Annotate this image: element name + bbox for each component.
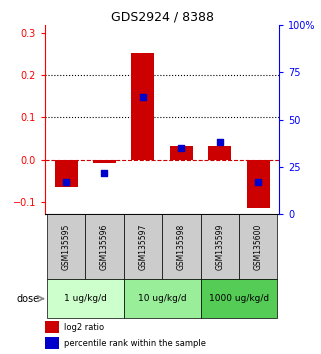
Bar (170, 145, 193, 160)
Point (140, 94, 145, 99)
Point (217, 139, 222, 145)
Bar (239, 214, 277, 279)
Text: 10 ug/kg/d: 10 ug/kg/d (138, 294, 187, 303)
Text: percentile rank within the sample: percentile rank within the sample (64, 339, 206, 348)
Bar (47, 279, 124, 318)
Bar (131, 53, 154, 160)
Bar (162, 214, 201, 279)
Bar (201, 279, 277, 318)
Text: GSM135595: GSM135595 (62, 224, 71, 270)
Text: GSM135599: GSM135599 (215, 224, 224, 270)
Text: GSM135598: GSM135598 (177, 224, 186, 270)
Point (179, 145, 184, 151)
Title: GDS2924 / 8388: GDS2924 / 8388 (111, 11, 213, 24)
Bar (45, 337, 59, 349)
Bar (201, 214, 239, 279)
Bar (247, 160, 270, 208)
Text: 1000 ug/kg/d: 1000 ug/kg/d (209, 294, 269, 303)
Point (256, 179, 261, 185)
Text: GSM135600: GSM135600 (254, 224, 263, 270)
Text: log2 ratio: log2 ratio (64, 322, 104, 331)
Bar (124, 279, 201, 318)
Bar (124, 214, 162, 279)
Text: 1 ug/kg/d: 1 ug/kg/d (64, 294, 107, 303)
Point (64, 179, 69, 185)
Bar (55, 160, 78, 187)
Bar (45, 321, 59, 332)
Bar (47, 214, 85, 279)
Bar (85, 214, 124, 279)
Bar (208, 145, 231, 160)
Point (102, 170, 107, 176)
Bar (93, 160, 116, 163)
Text: GSM135597: GSM135597 (138, 224, 147, 270)
Text: GSM135596: GSM135596 (100, 224, 109, 270)
Text: dose: dose (16, 294, 39, 304)
